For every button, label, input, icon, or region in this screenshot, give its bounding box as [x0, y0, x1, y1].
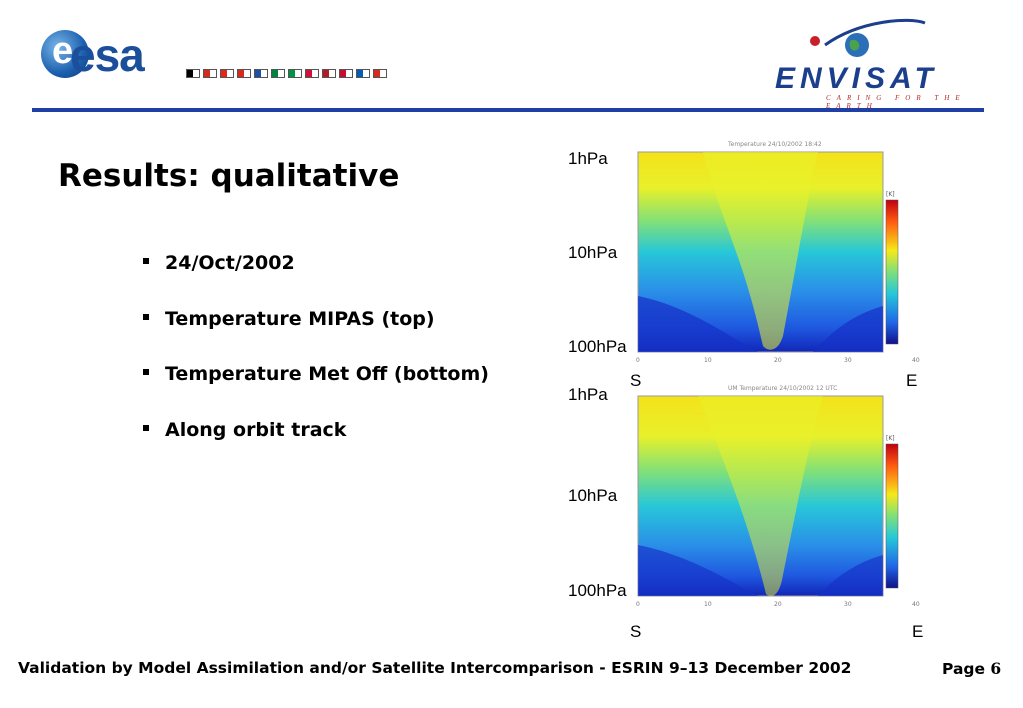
member-state-flag-icon [220, 69, 234, 78]
envisat-logo-text: ENVISAT [775, 62, 938, 95]
top-plot-y-label-10hpa: 10hPa [568, 243, 618, 262]
top-plot-x-tick: 0 [636, 357, 640, 364]
member-state-flag-icon [356, 69, 370, 78]
top-plot-cold-region-left [638, 296, 758, 352]
bullet-marker [143, 425, 149, 431]
bottom-plot-y-label-10hpa: 10hPa [568, 486, 618, 505]
bullet-item: Temperature Met Off (bottom) [143, 363, 489, 385]
bullet-text: Temperature MIPAS (top) [165, 308, 435, 330]
top-plot-colorbar-unit: [K] [886, 191, 895, 198]
bottom-plot-y-label-1hpa: 1hPa [568, 385, 608, 404]
top-plot-y-label-100hpa: 100hPa [568, 337, 627, 356]
top-plot-x-tick: 10 [704, 357, 712, 364]
member-state-flag-icon [373, 69, 387, 78]
bottom-plot-x-tick: 0 [636, 601, 640, 608]
bottom-plot-cold-region-left [638, 545, 758, 596]
page-label: Page [942, 660, 986, 678]
member-state-flag-icon [288, 69, 302, 78]
bullet-item: Along orbit track [143, 419, 346, 441]
member-state-flag-icon [254, 69, 268, 78]
member-state-flag-icon [271, 69, 285, 78]
top-plot-warm-band [703, 152, 818, 350]
top-plot-x-tick: 40 [912, 357, 920, 364]
envisat-tagline: CARING FOR THE EARTH [826, 94, 966, 110]
esa-logo-e: e [52, 30, 74, 72]
bottom-plot-x-end-label: E [912, 622, 924, 641]
member-state-flag-icon [237, 69, 251, 78]
top-plot-x-tick: 30 [844, 357, 852, 364]
bottom-plot-x-tick: 30 [844, 601, 852, 608]
page-number: 6 [990, 659, 1002, 678]
bottom-temperature-contour-plot: UM Temperature 24/10/2002 12 UTC [K] 0 1… [636, 385, 920, 608]
bullet-text: 24/Oct/2002 [165, 252, 295, 274]
esa-logo-text: esa [70, 29, 145, 81]
top-temperature-contour-plot: Temperature 24/10/2002 18:42 [K] 0 10 20… [636, 141, 920, 364]
bullet-marker [143, 369, 149, 375]
member-state-flag-icon [186, 69, 200, 78]
top-plot-caption: Temperature 24/10/2002 18:42 [727, 141, 822, 148]
bottom-plot-y-label-100hpa: 100hPa [568, 581, 627, 600]
bullet-item: 24/Oct/2002 [143, 252, 295, 274]
bottom-plot-warm-band [698, 396, 823, 597]
header-divider [32, 108, 984, 112]
page-indicator: Page 6 [942, 659, 1001, 678]
member-state-flag-icon [305, 69, 319, 78]
top-plot-x-tick: 20 [774, 357, 782, 364]
envisat-logo [810, 18, 926, 57]
top-plot-y-label-1hpa: 1hPa [568, 149, 608, 168]
esa-logo-globe [41, 30, 89, 78]
bottom-plot-colorbar [885, 443, 899, 589]
top-plot-x-end-label: E [906, 371, 918, 390]
bottom-plot-colorbar-unit: [K] [886, 435, 895, 442]
bottom-plot-cold-region-right [818, 555, 883, 596]
top-plot-x-start-label: S [630, 371, 642, 390]
bottom-plot-x-start-label: S [630, 622, 642, 641]
bullet-marker [143, 258, 149, 264]
top-plot-cold-region-right [813, 306, 883, 352]
bottom-plot-x-tick: 40 [912, 601, 920, 608]
member-state-flag-icon [339, 69, 353, 78]
member-state-flag-icon [203, 69, 217, 78]
bullet-item: Temperature MIPAS (top) [143, 308, 435, 330]
footer-text: Validation by Model Assimilation and/or … [18, 659, 852, 677]
bottom-plot-x-tick: 10 [704, 601, 712, 608]
bottom-plot-x-tick: 20 [774, 601, 782, 608]
top-plot-colorbar [885, 199, 899, 345]
esa-member-flags [186, 69, 387, 78]
member-state-flag-icon [322, 69, 336, 78]
bullet-text: Temperature Met Off (bottom) [165, 363, 489, 385]
bullet-marker [143, 314, 149, 320]
bullet-text: Along orbit track [165, 419, 347, 441]
bottom-plot-caption: UM Temperature 24/10/2002 12 UTC [728, 385, 837, 392]
slide-title: Results: qualitative [58, 158, 400, 194]
